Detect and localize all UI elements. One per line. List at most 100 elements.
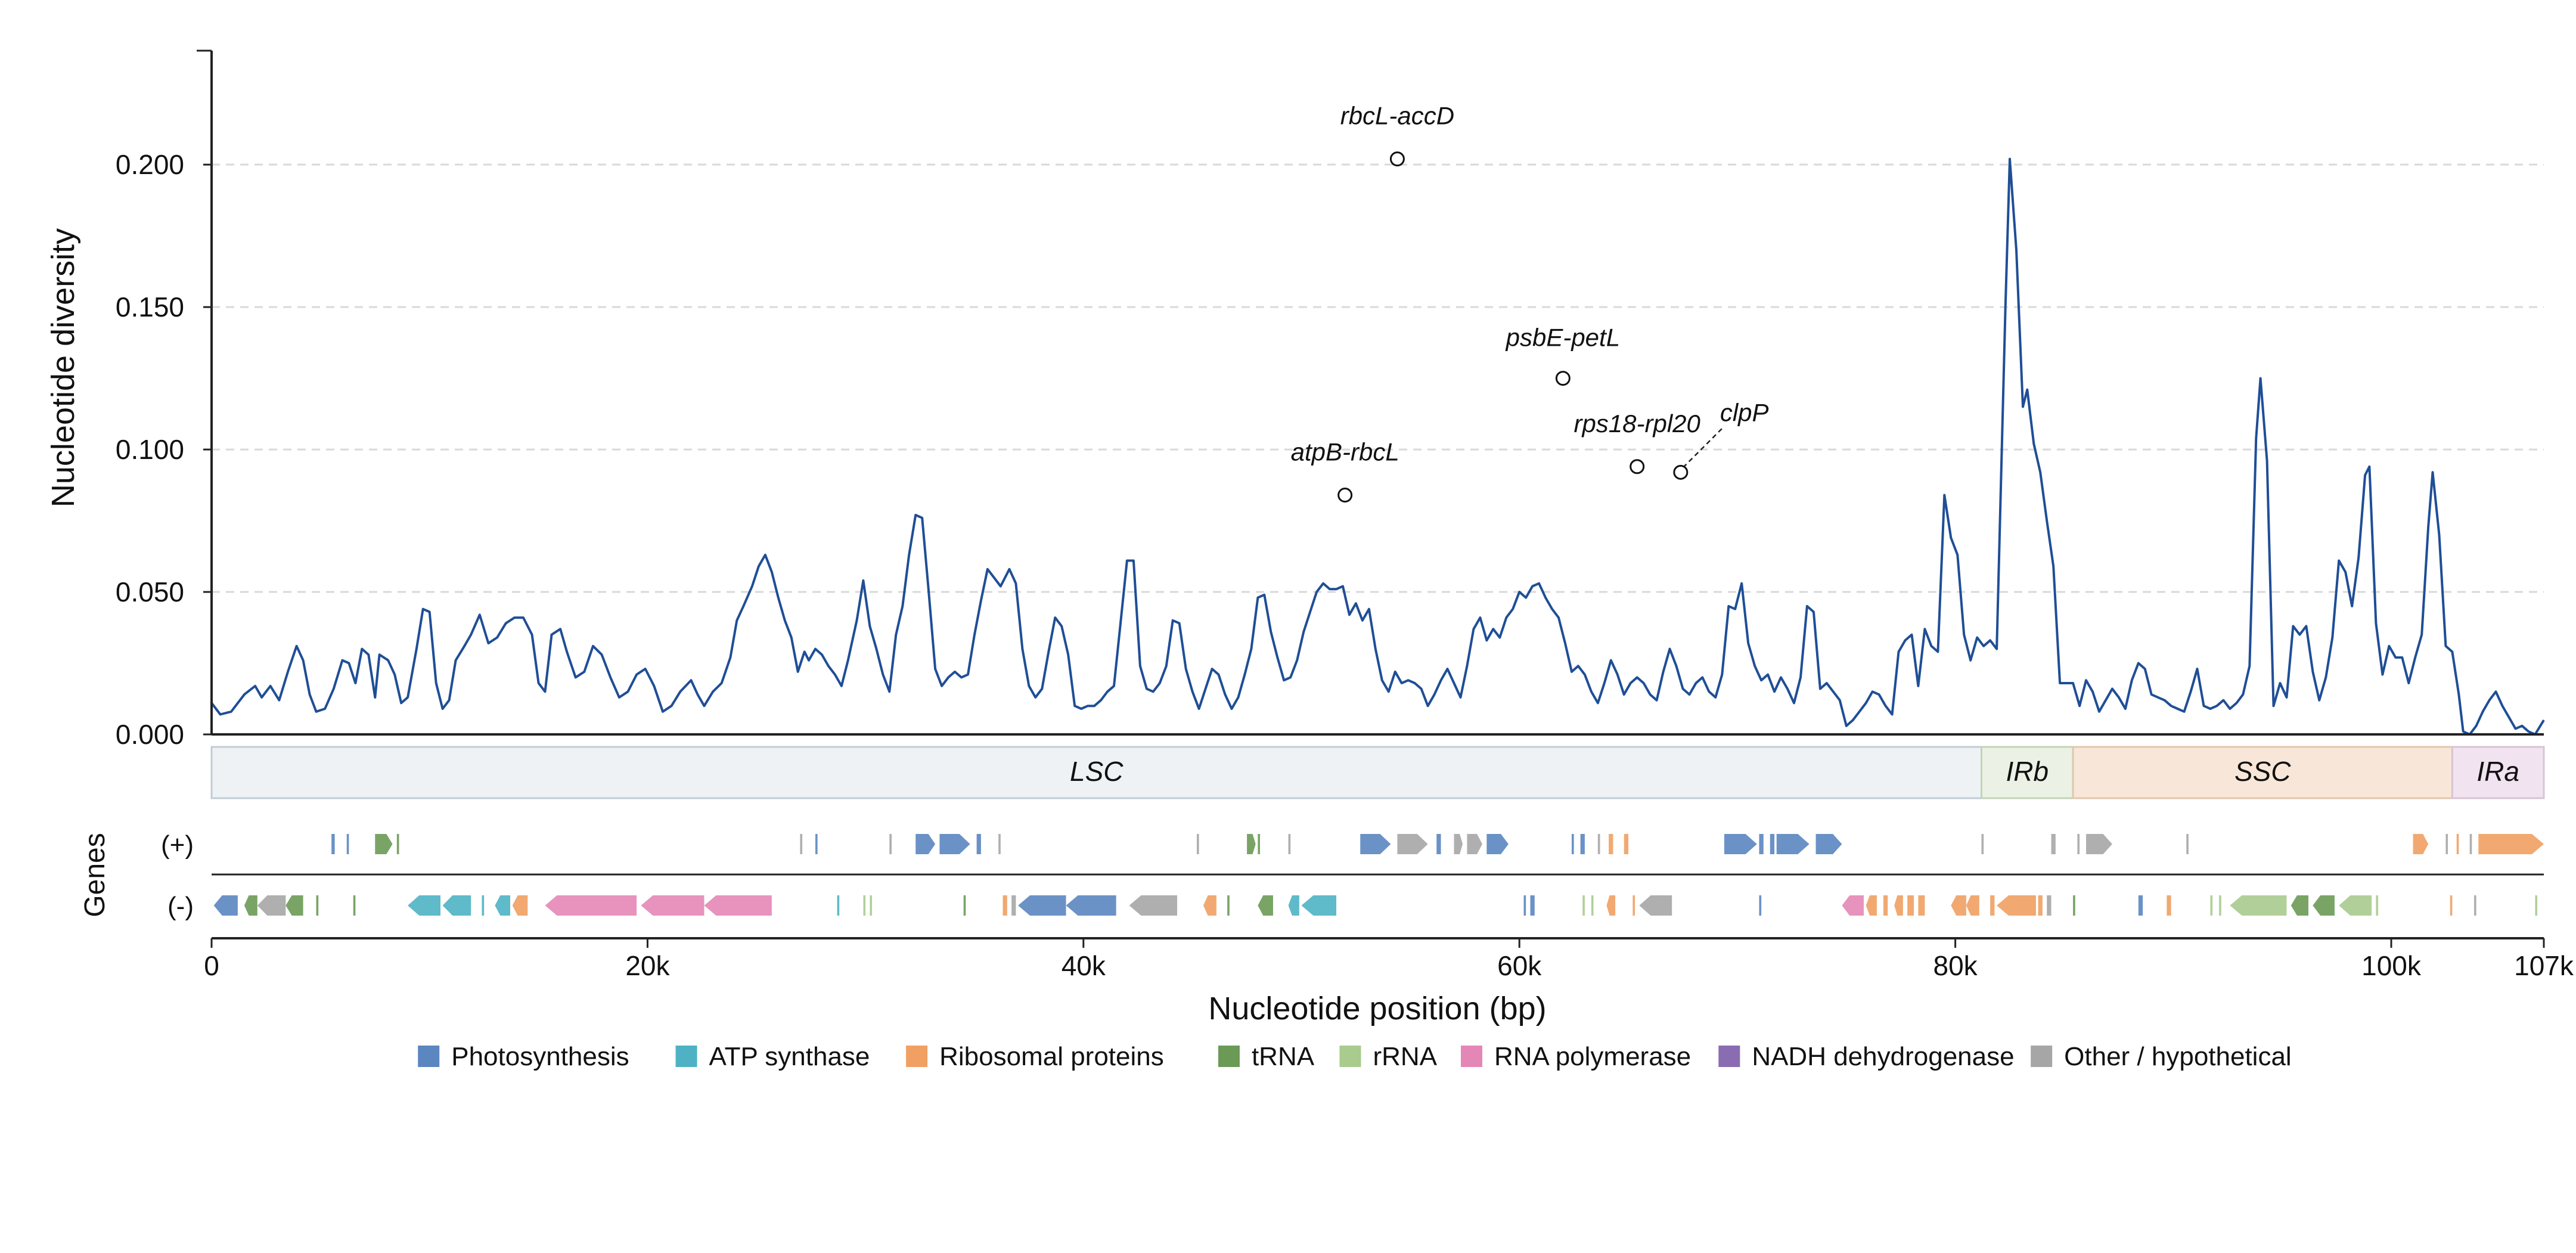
legend-label: tRNA (1252, 1042, 1315, 1071)
peak-marker (1555, 371, 1571, 386)
gene-ribo-minus (1894, 895, 1903, 916)
gene-other-plus (1196, 834, 1199, 854)
gene-atp-minus (482, 895, 485, 916)
y-tick-label: 0.200 (116, 149, 184, 180)
gene-atp-minus (1288, 895, 1299, 916)
gene-ribo-minus (1951, 895, 1966, 916)
gene-ribo-plus (2413, 834, 2429, 854)
gene-photo-plus (815, 834, 818, 854)
gene-ribo-minus (1606, 895, 1616, 916)
gene-rrna-minus (2219, 895, 2221, 916)
region-label: LSC (1070, 756, 1123, 787)
gene-ribo-minus (1990, 895, 1995, 916)
gene-rrna-minus (863, 895, 866, 916)
x-tick-label: 20k (625, 950, 670, 981)
gene-atp-minus (837, 895, 840, 916)
peak-label: psbE-petL (1505, 324, 1620, 352)
gene-trna-minus (353, 895, 356, 916)
gene-rrna-minus (2230, 895, 2287, 916)
gene-photo-plus (976, 834, 981, 854)
peak-label: rbcL-accD (1340, 102, 1454, 130)
gene-photo-plus (1815, 834, 1842, 854)
gene-ribo-minus (1907, 895, 1914, 916)
gene-rrna-minus (1582, 895, 1585, 916)
x-axis-label: Nucleotide position (bp) (1208, 991, 1546, 1026)
x-tick-label: 0 (204, 950, 219, 981)
plus-strand-label: (+) (161, 830, 194, 860)
gene-other-plus (889, 834, 892, 854)
gene-photo-minus (1530, 895, 1535, 916)
gene-other-plus (1981, 834, 1984, 854)
gene-rrna-minus (2376, 895, 2379, 916)
gene-rnap-minus (1842, 895, 1864, 916)
gene-trna-plus (396, 834, 399, 854)
gene-ribo-minus (2038, 895, 2043, 916)
gene-photo-minus (1759, 895, 1762, 916)
gene-other-minus (2047, 895, 2052, 916)
gene-other-plus (800, 834, 803, 854)
legend-swatch (906, 1046, 928, 1067)
gene-other-plus (1467, 834, 1483, 854)
gene-other-plus (1288, 834, 1291, 854)
legend-swatch (1718, 1046, 1740, 1067)
gene-ribo-minus (2450, 895, 2453, 916)
legend-label: Ribosomal proteins (939, 1042, 1164, 1071)
gene-ribo-minus (1883, 895, 1888, 916)
gene-rnap-minus (704, 895, 772, 916)
gene-photo-minus (213, 895, 238, 916)
y-tick-label: 0.100 (116, 434, 184, 465)
legend-label: rRNA (1373, 1042, 1437, 1071)
x-tick-label: 80k (1933, 950, 1978, 981)
x-axis: Nucleotide position (bp) 0 20k 40k 60k 80k 10… (204, 937, 2574, 1026)
gene-other-plus (1454, 834, 1463, 854)
gene-photo-plus (1571, 834, 1574, 854)
gene-other-minus (1011, 895, 1016, 916)
gene-photo-plus (1759, 834, 1764, 854)
gene-trna-plus (1247, 834, 1256, 854)
gene-ribo-minus (1866, 895, 1877, 916)
peak-marker (1337, 488, 1353, 503)
gene-ribo-minus (2167, 895, 2171, 916)
region-lsc (210, 746, 1982, 799)
gene-trna-minus (1258, 895, 1273, 916)
gene-trna-minus (316, 895, 319, 916)
gene-ribo-minus (1632, 895, 1635, 916)
annotation-leader (1682, 426, 1724, 469)
gene-other-plus (2469, 834, 2472, 854)
gene-trna-plus (375, 834, 393, 854)
gene-photo-plus (331, 834, 335, 854)
y-axis-label: Nucleotide diversity (45, 228, 81, 507)
region-label: SSC (2234, 756, 2291, 787)
gene-trna-minus (1227, 895, 1230, 916)
gene-other-plus (2086, 834, 2112, 854)
gene-rrna-minus (2535, 895, 2538, 916)
gene-other-plus (1397, 834, 1428, 854)
minus-strand-label: (-) (167, 892, 194, 921)
x-tick-label: 60k (1497, 950, 1542, 981)
gene-other-plus (2077, 834, 2080, 854)
legend-label: NADH dehydrogenase (1752, 1042, 2014, 1071)
gene-photo-plus (1360, 834, 1391, 854)
gene-photo-plus (1486, 834, 1509, 854)
gene-photo-plus (1724, 834, 1757, 854)
peak-marker (1630, 459, 1645, 474)
genes-track: Genes (+) (-) (79, 830, 2544, 921)
legend-swatch (675, 1046, 697, 1067)
gene-ribo-plus (1609, 834, 1613, 854)
gene-photo-minus (2138, 895, 2143, 916)
legend-label: Photosynthesis (451, 1042, 629, 1071)
region-label: IRa (2476, 756, 2519, 787)
y-tick-label: 0.150 (116, 291, 184, 322)
gene-other-plus (2445, 834, 2448, 854)
legend-swatch (1339, 1046, 1361, 1067)
gene-photo-plus (1770, 834, 1775, 854)
gene-photo-plus (1776, 834, 1810, 854)
gene-trna-minus (285, 895, 303, 916)
legend-label: Other / hypothetical (2064, 1042, 2292, 1071)
gene-ribo-minus (1966, 895, 1979, 916)
gene-other-plus (1597, 834, 1600, 854)
gene-trna-minus (963, 895, 966, 916)
gene-ribo-plus (2478, 834, 2544, 854)
